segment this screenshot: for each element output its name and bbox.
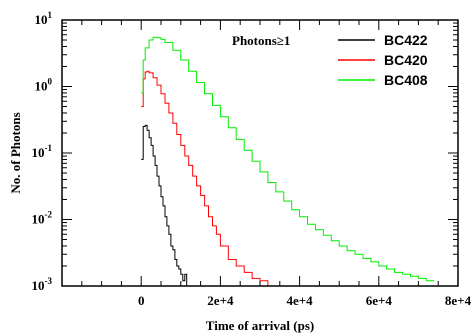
series-line-bc408: [141, 36, 435, 282]
legend-label-bc420: BC420: [384, 52, 428, 68]
series-line-bc420: [141, 70, 269, 286]
ticks-group: [61, 19, 459, 287]
y-tick-label: 10-3: [32, 276, 53, 293]
legend: Photons≥1 BC422 BC420 BC408: [232, 32, 428, 88]
x-tick-label: 8e+4: [445, 293, 472, 308]
tick-labels-group: 0 2e+4 4e+4 6e+4 8e+4 10-3 10-2 10-1 100 101: [32, 10, 472, 308]
y-tick-label: 101: [35, 10, 53, 27]
x-tick-label: 0: [138, 293, 145, 308]
y-tick-label: 100: [35, 77, 53, 94]
x-tick-label: 4e+4: [287, 293, 314, 308]
y-tick-label: 10-2: [32, 210, 53, 227]
legend-label-bc422: BC422: [384, 32, 428, 48]
series-line-bc422: [141, 124, 189, 287]
x-tick-label: 2e+4: [207, 293, 234, 308]
y-tick-label: 10-1: [32, 143, 53, 160]
legend-label-bc408: BC408: [384, 72, 428, 88]
legend-header: Photons≥1: [232, 33, 290, 48]
x-tick-label: 6e+4: [366, 293, 393, 308]
y-axis-title: No. of Photons: [8, 112, 23, 193]
series-group: [141, 36, 435, 287]
x-axis-title: Time of arrival (ps): [206, 318, 314, 333]
